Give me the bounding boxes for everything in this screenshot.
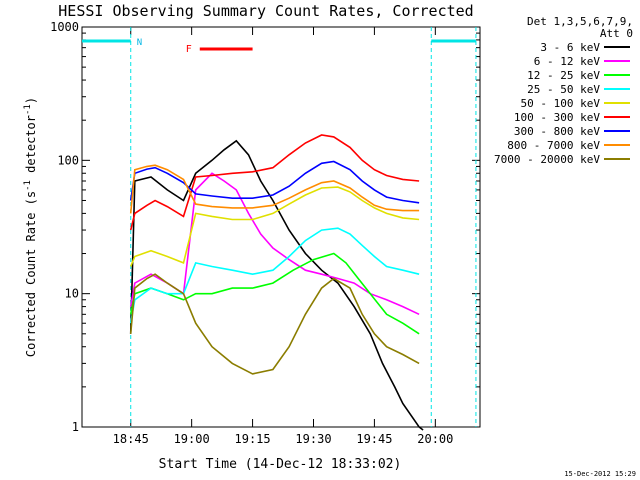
y-tick-label: 100 <box>57 153 79 167</box>
legend-label: 7000 - 20000 keV <box>494 153 600 166</box>
legend-label: 12 - 25 keV <box>527 69 600 82</box>
footer-date: 15-Dec-2012 15:29 <box>564 470 636 478</box>
series-line <box>129 139 424 431</box>
x-tick-label: 19:15 <box>235 432 271 446</box>
legend-label: 6 - 12 keV <box>534 55 601 68</box>
y-tick-label: 1000 <box>50 20 79 34</box>
series-line <box>129 273 420 375</box>
series-line <box>129 164 420 214</box>
legend-label: 50 - 100 keV <box>521 97 601 110</box>
legend-label: 800 - 7000 keV <box>507 139 600 152</box>
x-tick-label: 20:00 <box>417 432 453 446</box>
legend-header: Det 1,3,5,6,7,9, <box>527 15 633 28</box>
x-axis-label: Start Time (14-Dec-12 18:33:02) <box>159 457 402 472</box>
plot-frame <box>81 26 481 428</box>
n-flag-label: N <box>137 38 142 48</box>
chart-title: HESSI Observing Summary Count Rates, Cor… <box>58 2 473 20</box>
y-tick-label: 10 <box>65 287 79 301</box>
x-tick-label: 18:45 <box>113 432 149 446</box>
y-axis-label: Corrected Count Rate (s-1 detector-1) <box>23 97 38 357</box>
x-tick-label: 19:00 <box>174 432 210 446</box>
y-tick-label: 1 <box>72 420 79 434</box>
series-group <box>129 134 424 431</box>
legend-label: 100 - 300 keV <box>514 111 600 124</box>
f-flag-label: F <box>186 44 192 55</box>
legend-label: 25 - 50 keV <box>527 83 600 96</box>
series-line <box>129 134 420 231</box>
flag-overlays: NF <box>82 27 477 427</box>
series-line <box>129 160 420 204</box>
series-line <box>129 186 420 267</box>
x-tick-label: 19:45 <box>356 432 392 446</box>
series-line <box>129 227 420 324</box>
legend-header: Att 0 <box>600 27 633 40</box>
legend-label: 300 - 800 keV <box>514 125 600 138</box>
legend-label: 3 - 6 keV <box>540 41 600 54</box>
x-tick-label: 19:30 <box>295 432 331 446</box>
axis-ticks: 1 10 100 1000 18:45 19:00 19:15 19:30 19:45 20:00 <box>50 20 480 446</box>
